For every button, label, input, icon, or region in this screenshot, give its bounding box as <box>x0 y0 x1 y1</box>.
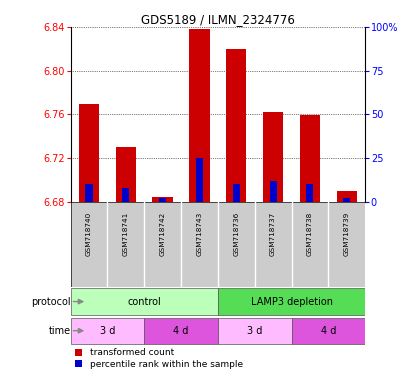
Text: control: control <box>127 296 161 306</box>
Text: GSM718741: GSM718741 <box>123 212 129 256</box>
Bar <box>85 184 93 202</box>
Text: GSM718739: GSM718739 <box>344 212 350 256</box>
Bar <box>71 318 144 344</box>
Bar <box>291 318 365 344</box>
Text: GSM718737: GSM718737 <box>270 212 276 256</box>
Text: protocol: protocol <box>31 296 71 306</box>
Bar <box>343 198 350 202</box>
Bar <box>189 29 210 202</box>
Bar <box>71 288 218 314</box>
Bar <box>263 112 283 202</box>
Text: 3 d: 3 d <box>100 326 115 336</box>
Bar <box>337 191 357 202</box>
Bar <box>79 104 99 202</box>
Bar <box>159 198 166 202</box>
Bar <box>306 184 313 202</box>
Title: GDS5189 / ILMN_2324776: GDS5189 / ILMN_2324776 <box>141 13 295 26</box>
Bar <box>218 318 291 344</box>
Text: GSM718740: GSM718740 <box>86 212 92 256</box>
Bar <box>144 318 218 344</box>
Text: GSM718742: GSM718742 <box>160 212 166 256</box>
Bar <box>270 180 277 202</box>
Text: LAMP3 depletion: LAMP3 depletion <box>251 296 332 306</box>
Bar <box>233 184 240 202</box>
Text: time: time <box>49 326 71 336</box>
Text: GSM718738: GSM718738 <box>307 212 313 256</box>
Bar <box>152 197 173 202</box>
Text: GSM718736: GSM718736 <box>233 212 239 256</box>
Bar <box>196 158 203 202</box>
Bar <box>226 49 247 202</box>
Bar <box>300 115 320 202</box>
Bar <box>122 188 129 202</box>
Text: 4 d: 4 d <box>173 326 189 336</box>
Legend: transformed count, percentile rank within the sample: transformed count, percentile rank withi… <box>75 348 243 369</box>
Bar <box>116 147 136 202</box>
Bar <box>218 288 365 314</box>
Text: 3 d: 3 d <box>247 326 262 336</box>
Text: 4 d: 4 d <box>321 326 336 336</box>
Text: GSM718743: GSM718743 <box>196 212 203 256</box>
